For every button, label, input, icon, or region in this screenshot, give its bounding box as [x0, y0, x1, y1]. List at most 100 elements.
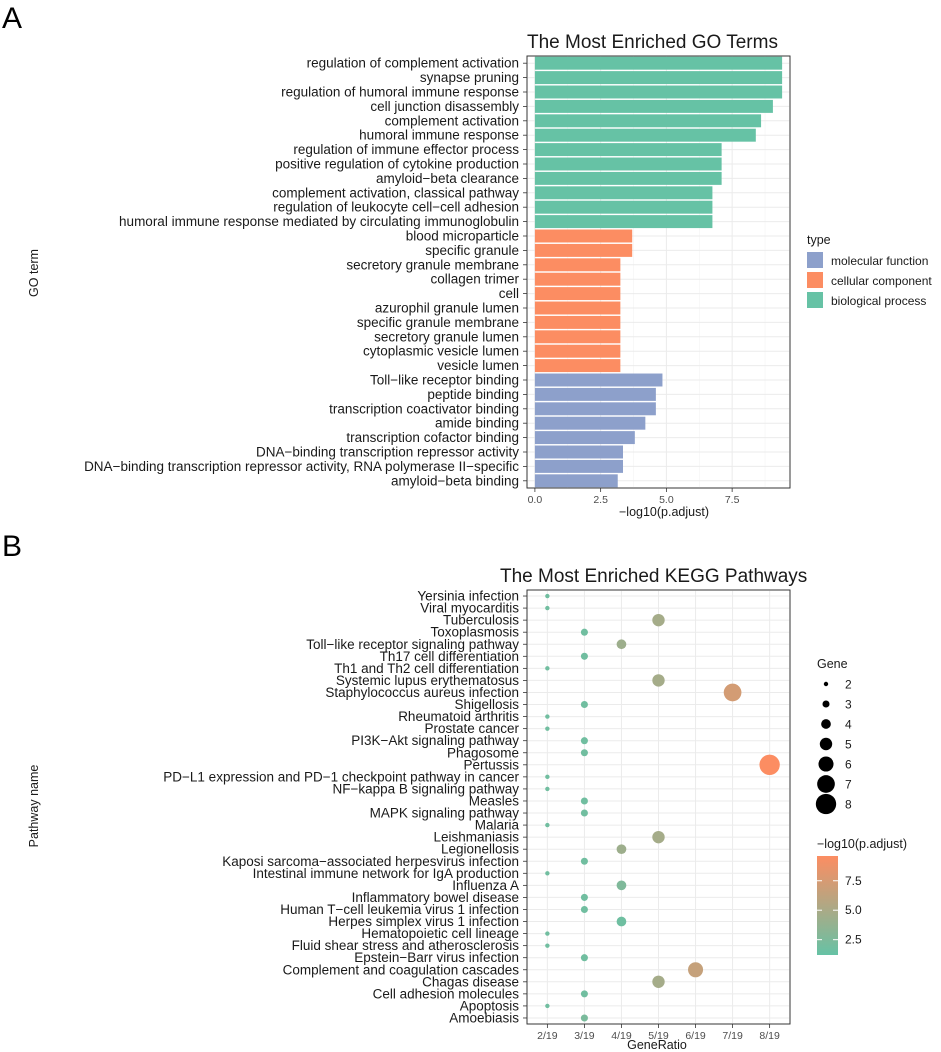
go-bar-specific-granule [534, 243, 633, 257]
gene-legend-label: 2 [845, 678, 852, 692]
kegg-dot-phagosome [580, 749, 588, 757]
kegg-dot-systemic-lupus-erythematosus [652, 674, 665, 687]
go-term-label: humoral immune response [359, 128, 519, 143]
go-bar-secretory-granule-lumen [534, 330, 621, 344]
go-bar-transcription-cofactor-binding [534, 431, 635, 445]
go-term-label: regulation of leukocyte cell−cell adhesi… [273, 200, 519, 215]
kegg-pathway-label: Kaposi sarcoma−associated herpesvirus in… [222, 854, 519, 869]
kegg-dot-influenza-a [616, 880, 627, 891]
kegg-dot-nf-kappa-b-signaling-pathway [545, 786, 550, 792]
kegg-x-tick-label: 3/19 [574, 1030, 595, 1042]
go-bar-blood-microparticle [534, 229, 633, 243]
kegg-dot-kaposi-sarcoma-associated-herpesvirus-infection [580, 857, 588, 865]
padj-tick-label: 7.5 [845, 874, 862, 888]
go-term-label: humoral immune response mediated by circ… [119, 214, 519, 229]
gene-legend-label: 3 [845, 698, 852, 712]
go-term-label: amyloid−beta binding [391, 473, 519, 488]
go-term-label: peptide binding [427, 387, 519, 402]
gene-legend-label: 5 [845, 738, 852, 752]
kegg-pathway-label: Th1 and Th2 cell differentiation [334, 661, 519, 676]
kegg-pathway-label: Cell adhesion molecules [373, 986, 520, 1001]
go-plot-frame [526, 55, 791, 489]
go-term-label: blood microparticle [406, 229, 519, 244]
kegg-pathway-label: Leishmaniasis [433, 830, 519, 845]
go-bar-complement-activation-classical-pathway [534, 186, 713, 200]
gene-legend-label: 6 [845, 758, 852, 772]
go-bar-amyloid-beta-clearance [534, 171, 722, 185]
go-term-label: DNA−binding transcription repressor acti… [84, 459, 519, 474]
kegg-x-tick-label: 2/19 [537, 1030, 558, 1042]
go-type-legend: type molecular function cellular compone… [807, 233, 932, 308]
kegg-x-tick-label: 8/19 [759, 1030, 780, 1042]
kegg-dot-cell-adhesion-molecules [580, 990, 588, 998]
kegg-pathway-label: Amoebiasis [449, 1010, 519, 1025]
go-bar-humoral-immune-response-mediated-by-circulating- [534, 215, 713, 229]
gene-legend-circle [821, 719, 831, 729]
kegg-pathway-label: Yersinia infection [417, 589, 519, 604]
panel-label-a: A [2, 2, 22, 35]
go-term-label: regulation of complement activation [307, 56, 519, 71]
kegg-dot-tuberculosis [652, 613, 665, 627]
go-term-label: collagen trimer [430, 272, 519, 287]
go-term-label: complement activation [385, 113, 519, 128]
go-bar-plot: regulation of complement activationsynap… [84, 55, 791, 506]
kegg-dot-complement-and-coagulation-cascades [688, 962, 704, 978]
kegg-dot-viral-myocarditis [545, 605, 550, 611]
kegg-pathway-label: MAPK signaling pathway [370, 806, 520, 821]
kegg-pathway-label: Toll−like receptor signaling pathway [306, 637, 519, 652]
panel-label-b: B [2, 530, 22, 563]
kegg-dot-human-t-cell-leukemia-virus-1-infection [580, 905, 588, 914]
kegg-dot-th1-and-th2-cell-differentiation [545, 666, 550, 671]
padj-tick-label: 2.5 [845, 933, 862, 947]
kegg-dot-toxoplasmosis [580, 628, 588, 636]
go-x-tick-label: 0.0 [528, 494, 543, 506]
kegg-dot-epstein-barr-virus-infection [580, 954, 588, 962]
kegg-pathway-label: Hematopoietic cell lineage [361, 926, 519, 941]
kegg-pathway-label: Measles [469, 793, 520, 808]
kegg-pathway-label: PI3K−Akt signaling pathway [351, 733, 519, 748]
gene-legend-label: 7 [845, 778, 852, 792]
kegg-x-tick-label: 4/19 [611, 1030, 632, 1042]
go-bar-azurophil-granule-lumen [534, 301, 621, 315]
kegg-dot-hematopoietic-cell-lineage [545, 931, 550, 936]
go-term-label: synapse pruning [420, 70, 519, 85]
go-term-label: cytoplasmic vesicle lumen [363, 344, 519, 359]
go-bar-dna-binding-transcription-repressor-activity [534, 445, 623, 459]
kegg-pathway-label: Complement and coagulation cascades [283, 962, 520, 977]
kegg-pathway-label: Apoptosis [460, 998, 520, 1013]
go-bar-regulation-of-leukocyte-cell-cell-adhesion [534, 200, 713, 214]
kegg-pathway-label: Viral myocarditis [420, 601, 519, 616]
kegg-pathway-label: Malaria [475, 818, 520, 833]
kegg-pathway-label: Rheumatoid arthritis [398, 709, 519, 724]
go-bar-positive-regulation-of-cytokine-production [534, 157, 722, 171]
legend-label-cellular-component: cellular component [831, 274, 932, 288]
go-y-axis-title: GO term [27, 249, 41, 297]
kegg-x-tick-label: 7/19 [722, 1030, 743, 1042]
go-term-label: transcription cofactor binding [346, 430, 519, 445]
kegg-x-tick-label: 5/19 [648, 1030, 669, 1042]
kegg-chart-title: The Most Enriched KEGG Pathways [500, 566, 807, 587]
kegg-dot-pi3k-akt-signaling-pathway [580, 737, 588, 745]
go-legend-title: type [807, 233, 831, 247]
gene-legend-circle [818, 756, 834, 772]
gene-legend-title: Gene [817, 657, 848, 671]
go-bar-amyloid-beta-binding [534, 474, 618, 488]
go-x-tick-label: 7.5 [725, 494, 740, 506]
go-bar-complement-activation [534, 114, 762, 128]
gene-legend-circle [819, 737, 833, 751]
kegg-dot-legionellosis [616, 844, 627, 855]
legend-label-biological-process: biological process [831, 294, 926, 308]
legend-swatch-cellular-component [807, 272, 823, 288]
padj-colorbar [817, 856, 838, 955]
gene-legend-label: 8 [845, 798, 852, 812]
kegg-pathway-label: Human T−cell leukemia virus 1 infection [280, 902, 519, 917]
gene-legend-circle [822, 700, 830, 708]
padj-color-legend: −log10(p.adjust) 2.5 5.0 7.5 [817, 837, 907, 955]
kegg-dot-fluid-shear-stress-and-atherosclerosis [545, 943, 550, 948]
kegg-pathway-label: Systemic lupus erythematosus [336, 673, 519, 688]
kegg-pathway-label: Staphylococcus aureus infection [325, 685, 519, 700]
go-term-label: Toll−like receptor binding [370, 373, 519, 388]
kegg-dot-inflammatory-bowel-disease [580, 893, 588, 901]
